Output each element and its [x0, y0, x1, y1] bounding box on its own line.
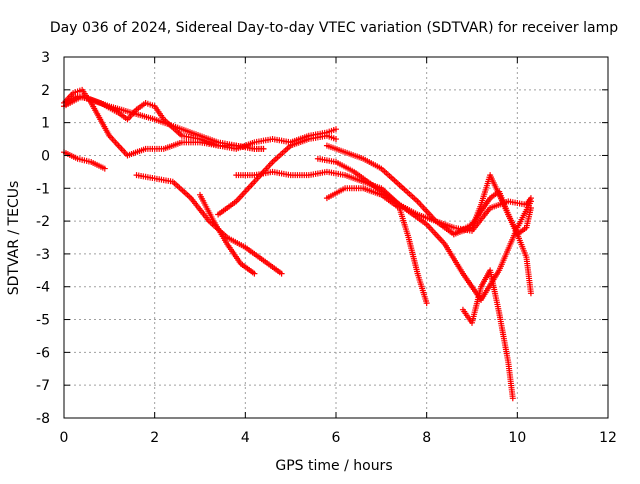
y-tick-label: 2 — [41, 83, 50, 99]
y-tick-label: -7 — [36, 378, 50, 394]
data-point — [101, 165, 108, 172]
x-tick-label: 10 — [508, 430, 526, 446]
x-axis-label: GPS time / hours — [275, 458, 392, 474]
series-arc-5 — [133, 172, 285, 277]
grid-layer — [64, 57, 608, 418]
data-point — [527, 290, 534, 297]
y-tick-label: -5 — [36, 313, 50, 329]
data-point — [251, 270, 258, 277]
x-tick-label: 6 — [332, 430, 341, 446]
x-tick-label: 2 — [150, 430, 159, 446]
x-tick-label: 12 — [599, 430, 617, 446]
series-arc-10 — [323, 142, 534, 297]
y-tick-label: -8 — [36, 411, 50, 427]
data-point — [527, 198, 534, 205]
data-point — [509, 395, 516, 402]
data-point — [278, 270, 285, 277]
series-arc-13 — [450, 188, 534, 238]
y-tick-label: 1 — [41, 116, 50, 132]
data-point — [333, 136, 339, 143]
y-tick-label: -4 — [36, 280, 50, 296]
data-point — [260, 145, 267, 152]
y-axis-label: SDTVAR / TECUs — [6, 181, 22, 296]
y-tick-label: -2 — [36, 214, 50, 230]
y-tick-label: 3 — [41, 50, 50, 66]
y-tick-label: -1 — [36, 181, 50, 197]
x-tick-label: 8 — [422, 430, 431, 446]
data-point — [423, 300, 430, 307]
series-arc-9 — [314, 155, 534, 303]
x-tick-label: 4 — [241, 430, 250, 446]
series-arc-7 — [215, 132, 339, 218]
chart-title: Day 036 of 2024, Sidereal Day-to-day VTE… — [50, 20, 618, 36]
series-arc-6 — [197, 191, 258, 277]
series-arc-11 — [323, 185, 430, 307]
y-tick-label: -3 — [36, 247, 50, 263]
data-layer — [61, 86, 534, 402]
series-arc-12 — [459, 267, 516, 402]
data-point — [527, 204, 534, 211]
y-tick-label: -6 — [36, 345, 50, 361]
y-tick-label: 0 — [41, 148, 50, 164]
x-tick-label: 0 — [60, 430, 69, 446]
data-point — [333, 126, 339, 133]
